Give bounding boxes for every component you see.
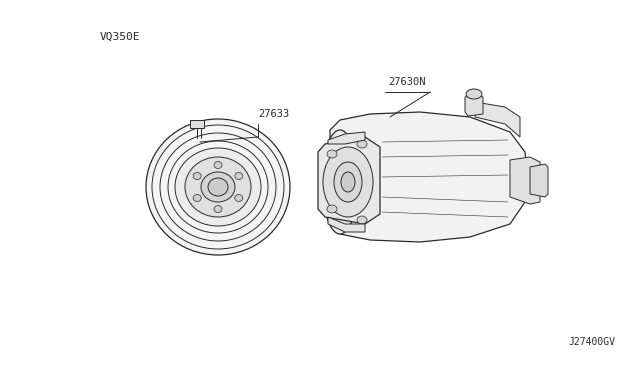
Ellipse shape [327,205,337,213]
Ellipse shape [201,172,235,202]
Ellipse shape [185,157,251,217]
Polygon shape [318,137,380,224]
Text: VQ350E: VQ350E [100,32,141,42]
Ellipse shape [175,148,261,226]
Polygon shape [475,102,520,137]
Ellipse shape [193,173,201,180]
Ellipse shape [193,195,201,202]
Polygon shape [530,164,548,197]
Ellipse shape [235,195,243,202]
Ellipse shape [146,119,290,255]
Polygon shape [330,112,528,242]
Ellipse shape [327,150,337,158]
Ellipse shape [357,140,367,148]
Ellipse shape [208,178,228,196]
Ellipse shape [214,205,222,212]
Ellipse shape [334,162,362,202]
Ellipse shape [341,172,355,192]
Ellipse shape [357,216,367,224]
Text: 27630N: 27630N [388,77,426,87]
Polygon shape [510,157,540,204]
Polygon shape [190,120,204,128]
Ellipse shape [214,161,222,169]
Text: J27400GV: J27400GV [568,337,615,347]
Polygon shape [328,217,365,232]
Text: 27633: 27633 [258,109,289,119]
Polygon shape [465,94,483,116]
Polygon shape [328,132,365,144]
Ellipse shape [235,173,243,180]
Ellipse shape [466,89,482,99]
Ellipse shape [322,130,358,234]
Ellipse shape [323,147,373,217]
